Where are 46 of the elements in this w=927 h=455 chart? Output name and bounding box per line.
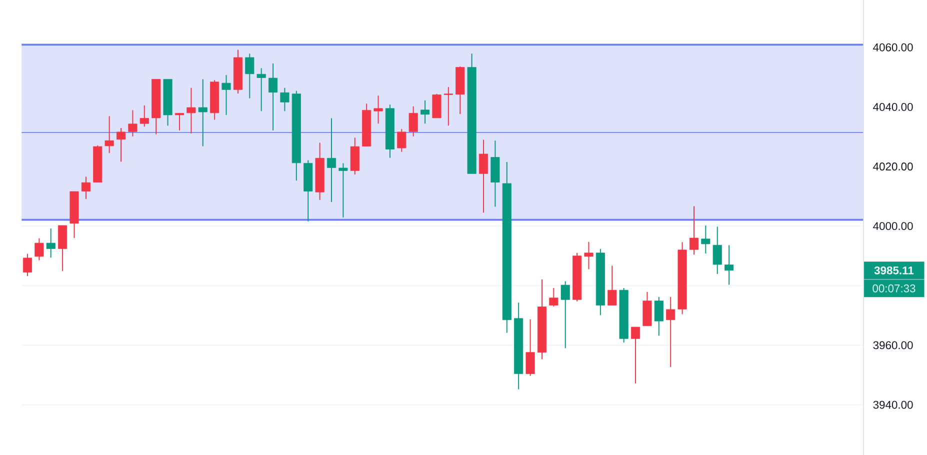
y-tick-label: 4020.00 (873, 162, 913, 170)
candlestick (186, 87, 196, 134)
candlestick (34, 238, 44, 261)
candlestick (268, 62, 278, 131)
candlestick (245, 53, 254, 99)
y-tick-label: 3940.00 (873, 400, 913, 409)
candlestick (478, 139, 488, 214)
text: 3985.11 (874, 266, 914, 274)
candlestick (397, 128, 406, 152)
candlestick (432, 93, 442, 118)
y-tick-label: 3960.00 (873, 341, 913, 350)
candlestick (256, 68, 266, 112)
candlestick (666, 296, 676, 368)
candlestick (689, 206, 698, 256)
candlestick (408, 106, 418, 137)
candlestick (174, 112, 184, 131)
candlestick (630, 326, 640, 384)
candlestick (222, 74, 231, 116)
candlestick (374, 95, 383, 124)
candlestick (338, 162, 348, 218)
candlestick (198, 78, 208, 147)
candlestick (654, 296, 664, 336)
candlestick (526, 318, 535, 376)
candlestick (712, 226, 722, 274)
candlestick (724, 244, 734, 286)
candlestick (116, 128, 126, 162)
candlestick (584, 241, 594, 270)
candlestick (549, 287, 558, 307)
candlestick (444, 86, 453, 126)
text: 00:07:33 (872, 284, 916, 292)
candlestick (140, 104, 149, 128)
candlestick (560, 280, 570, 349)
y-tick-label: 4040.00 (873, 102, 913, 111)
candlestick (81, 176, 90, 200)
y-tick-label: 4000.00 (873, 222, 913, 230)
candlestick (104, 116, 114, 154)
candlestick (46, 228, 56, 258)
candlestick (280, 87, 290, 112)
candlestick (58, 224, 68, 272)
candlestick (420, 100, 430, 124)
candlestick (128, 110, 138, 137)
candlestick (701, 224, 710, 254)
candlestick (608, 265, 617, 306)
candlestick (326, 118, 336, 202)
candlestick (22, 253, 32, 277)
y-tick-label: 4060.00 (873, 43, 913, 52)
